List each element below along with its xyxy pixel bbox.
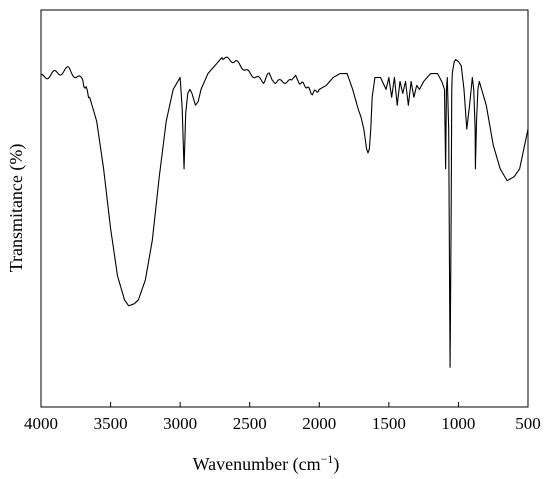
x-tick-label: 2000 — [302, 414, 336, 433]
x-tick-label: 1500 — [372, 414, 406, 433]
x-tick-label: 3500 — [94, 414, 128, 433]
spectrum-line — [40, 56, 529, 368]
x-axis-title-main: Wavenumber (cm — [193, 454, 321, 475]
x-tick-label: 3000 — [163, 414, 197, 433]
x-tick-label: 2500 — [233, 414, 267, 433]
x-tick-label: 1000 — [441, 414, 475, 433]
x-axis-title-superscript: −1 — [321, 452, 334, 466]
x-tick-label: 500 — [515, 414, 541, 433]
x-axis-ticks: 4000 3500 3000 2500 2000 1500 1000 500 — [24, 402, 541, 433]
x-axis-title-suffix: ) — [333, 454, 339, 475]
x-axis-title: Wavenumber (cm−1) — [193, 452, 340, 475]
plot-frame — [40, 9, 529, 408]
x-tick-label: 4000 — [24, 414, 58, 433]
y-axis-title: Transmitance (%) — [6, 144, 27, 273]
